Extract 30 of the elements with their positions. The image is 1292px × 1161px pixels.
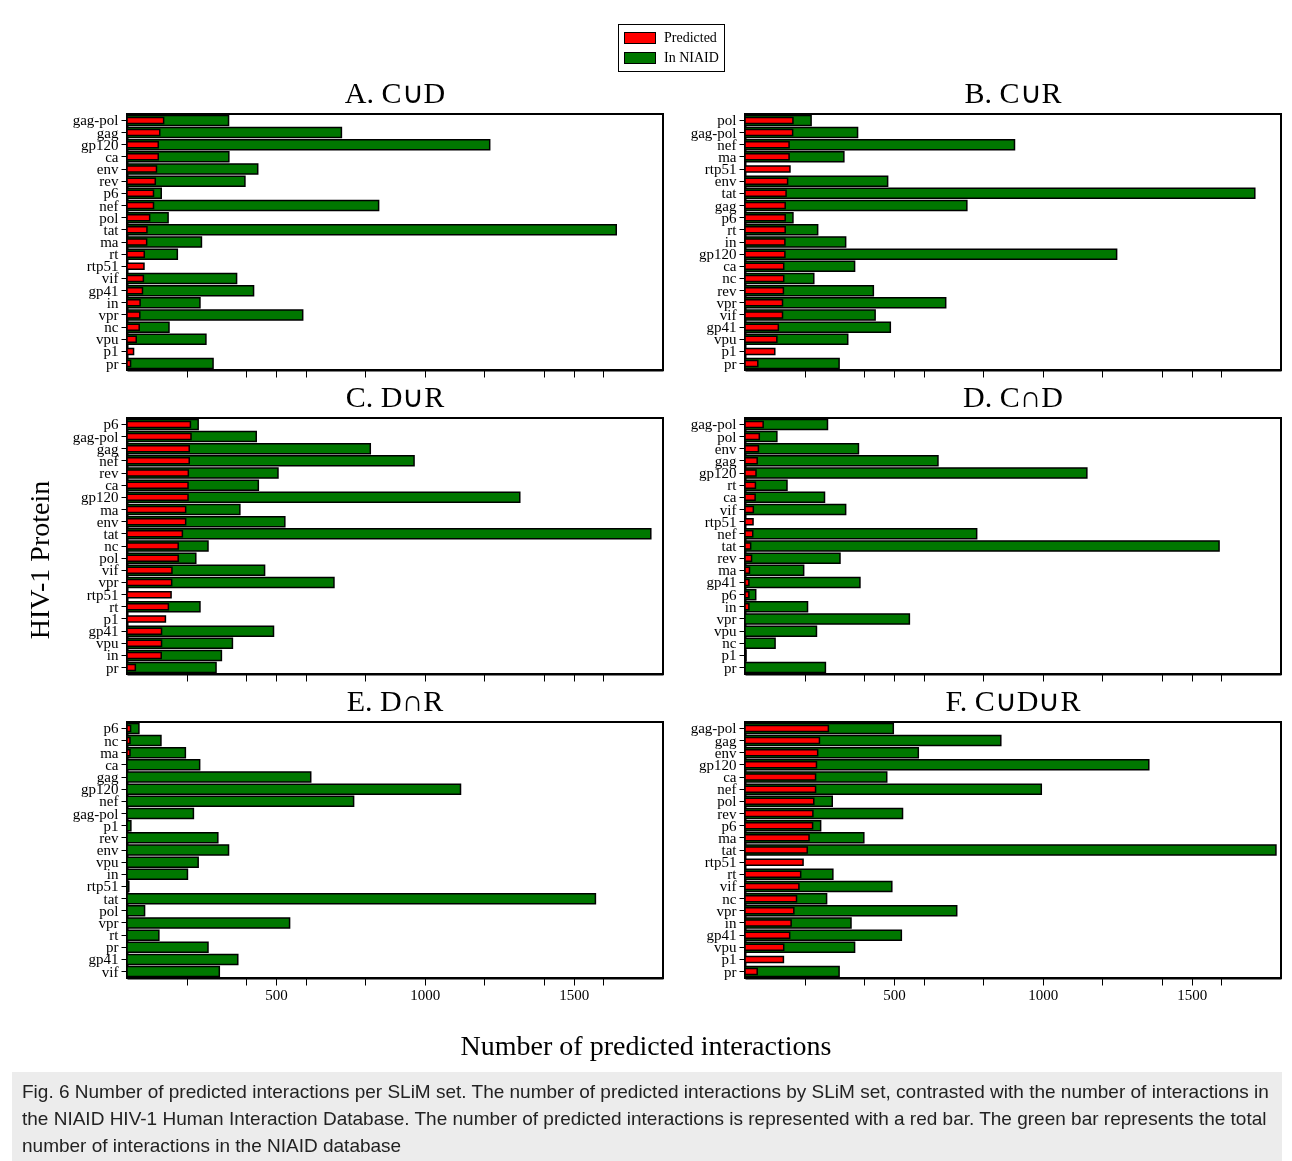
chart-title: B. C∪R bbox=[964, 75, 1062, 109]
y-tick-label: nc bbox=[104, 538, 119, 554]
y-tick-label: ma bbox=[100, 234, 119, 250]
y-tick-label: tat bbox=[721, 185, 738, 202]
y-tick-label: rt bbox=[727, 477, 738, 494]
x-tick-label: 1500 bbox=[1177, 986, 1208, 1003]
y-tick-label: rt bbox=[109, 927, 120, 944]
x-tick-label: 1000 bbox=[410, 986, 441, 1003]
y-tick-label: env bbox=[96, 842, 119, 858]
chart-title: F. C∪D∪R bbox=[945, 683, 1081, 717]
legend-label: Predicted bbox=[664, 29, 717, 47]
x-tick-label: 500 bbox=[883, 986, 906, 1003]
chart-title: E. D∩R bbox=[346, 683, 444, 717]
x-tick-label: 1500 bbox=[559, 986, 590, 1003]
y-tick-label: vif bbox=[101, 963, 119, 980]
y-tick-label: nc bbox=[722, 890, 737, 907]
chart-title: C. D∪R bbox=[345, 379, 445, 413]
y-tick-label: env bbox=[96, 161, 119, 178]
y-tick-label: pr bbox=[106, 659, 119, 676]
x-tick-label: 500 bbox=[265, 986, 288, 1003]
chart-title: A. C∪D bbox=[344, 75, 446, 109]
y-axis-title: HIV-1 Protein bbox=[24, 480, 56, 640]
y-tick-label: vif bbox=[719, 501, 737, 518]
caption: Fig. 6 Number of predicted interactions per SLiM set. The number of predicted interactions by SLiM set, contrasted with the number of interactions in the NIAID HIV-1 Human Interaction Database. The number of predicted interactions is represented with a red bar. The green bar represents the total number of interactions in the NIAID database bbox=[22, 1080, 1270, 1158]
x-axis-title: Number of predicted interactions bbox=[459, 1030, 833, 1062]
chart-title: D. C∩D bbox=[962, 379, 1064, 413]
y-tick-label: rev bbox=[99, 465, 119, 482]
legend-label: In NIAID bbox=[664, 49, 719, 67]
x-tick-label: 1000 bbox=[1028, 986, 1059, 1003]
y-tick-label: gp41 bbox=[706, 574, 737, 591]
